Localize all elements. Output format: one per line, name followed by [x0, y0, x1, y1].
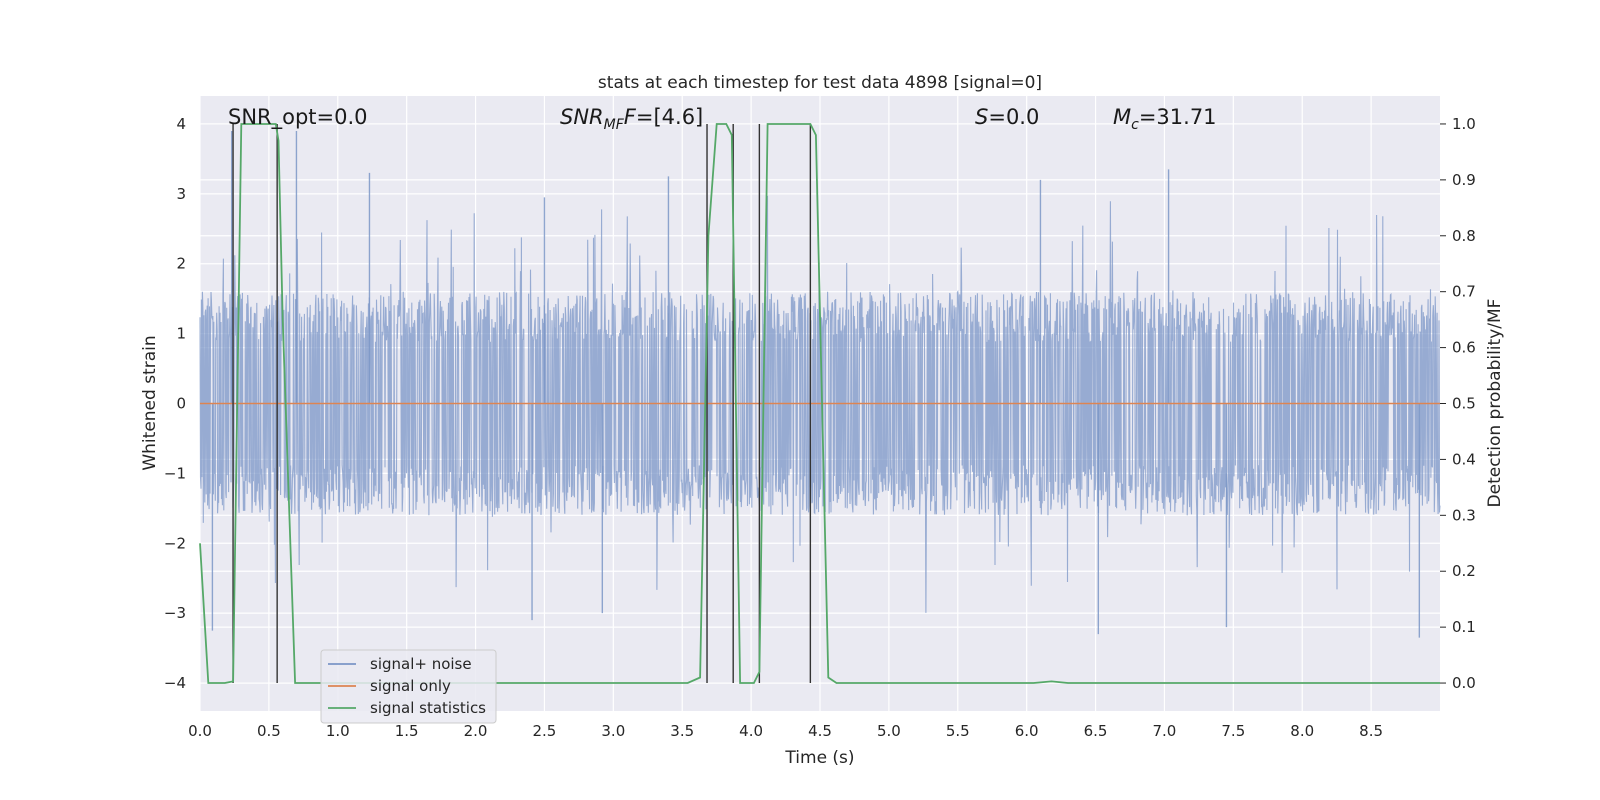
- annotation-s-value: =0.0: [988, 105, 1039, 129]
- axis-ticks: 0.0 0.5 1.0 1.5 2.0 2.5 3.0 3.5 4.0 4.5 5.0 5.5 6.0 6…: [164, 115, 1476, 740]
- y-left-tick-label: −4: [164, 674, 186, 692]
- annotation-s-label: S: [975, 105, 988, 129]
- legend: signal+ noise signal only signal statist…: [320, 649, 497, 724]
- y-left-tick-label: 0: [176, 395, 186, 413]
- annotation-mc-label: M: [1113, 105, 1131, 129]
- annotation-snr-mf-f: F: [624, 105, 637, 129]
- y-left-tick-label: −1: [164, 464, 186, 482]
- x-tick-label: 2.0: [464, 722, 488, 740]
- annotation-snr-mf-label: SNR: [560, 105, 604, 129]
- y-left-tick-label: 1: [176, 325, 186, 343]
- y-right-tick-label: 1.0: [1452, 115, 1476, 133]
- y-right-tick-label: 0.7: [1452, 283, 1476, 301]
- annotation-mc-value: =31.71: [1139, 105, 1217, 129]
- annotation-mc: Mc=31.71: [1113, 105, 1217, 133]
- x-tick-label: 8.5: [1359, 722, 1383, 740]
- annotation-snr-mf-sub: MF: [604, 117, 625, 133]
- y-left-tick-label: −3: [164, 604, 186, 622]
- chart-title: stats at each timestep for test data 489…: [598, 73, 1042, 93]
- annotation-snr-mf: SNRMFF=[4.6]: [560, 105, 703, 133]
- y-right-tick-label: 0.4: [1452, 450, 1476, 468]
- x-tick-label: 1.5: [395, 722, 419, 740]
- x-tick-label: 6.5: [1084, 722, 1108, 740]
- y-right-tick-label: 0.3: [1452, 506, 1476, 524]
- x-tick-label: 1.0: [326, 722, 350, 740]
- x-tick-label: 0.0: [188, 722, 212, 740]
- x-tick-label: 4.5: [808, 722, 832, 740]
- y-right-tick-label: 0.0: [1452, 674, 1476, 692]
- x-tick-label: 5.5: [946, 722, 970, 740]
- x-tick-label: 8.0: [1290, 722, 1314, 740]
- x-axis-label: Time (s): [784, 748, 854, 768]
- x-tick-label: 4.0: [739, 722, 763, 740]
- y-right-tick-label: 0.5: [1452, 395, 1476, 413]
- y-right-tick-label: 0.6: [1452, 339, 1476, 357]
- y-left-tick-label: 4: [176, 115, 186, 133]
- annotation-snr-opt: SNR_opt=0.0: [228, 105, 368, 130]
- detection-markers: [232, 123, 812, 684]
- annotation-s: S=0.0: [975, 105, 1039, 129]
- x-tick-label: 7.5: [1221, 722, 1245, 740]
- y-left-tick-label: 3: [176, 185, 186, 203]
- signal-statistics-series: [199, 123, 1440, 684]
- annotation-snr-mf-value: =[4.6]: [636, 105, 703, 129]
- y-right-tick-label: 0.1: [1452, 618, 1476, 636]
- x-tick-label: 2.5: [533, 722, 557, 740]
- legend-label-signal-statistics: signal statistics: [370, 699, 486, 717]
- legend-box: [320, 649, 497, 724]
- x-tick-label: 3.0: [601, 722, 625, 740]
- x-tick-label: 7.0: [1153, 722, 1177, 740]
- annotation-mc-sub: c: [1131, 117, 1139, 133]
- signal-statistics-line: [199, 123, 1440, 684]
- x-tick-label: 0.5: [257, 722, 281, 740]
- y-left-tick-label: −2: [164, 534, 186, 552]
- y-axis-left-label: Whitened strain: [140, 335, 160, 470]
- y-axis-right-label: Detection probability/MF: [1485, 299, 1505, 508]
- x-tick-label: 5.0: [877, 722, 901, 740]
- legend-label-signal-only: signal only: [370, 677, 451, 695]
- legend-label-signal-noise: signal+ noise: [370, 655, 472, 673]
- y-right-tick-label: 0.9: [1452, 171, 1476, 189]
- x-tick-label: 3.5: [670, 722, 694, 740]
- y-right-tick-label: 0.2: [1452, 562, 1476, 580]
- y-right-tick-label: 0.8: [1452, 227, 1476, 245]
- y-left-tick-label: 2: [176, 255, 186, 273]
- x-tick-label: 6.0: [1015, 722, 1039, 740]
